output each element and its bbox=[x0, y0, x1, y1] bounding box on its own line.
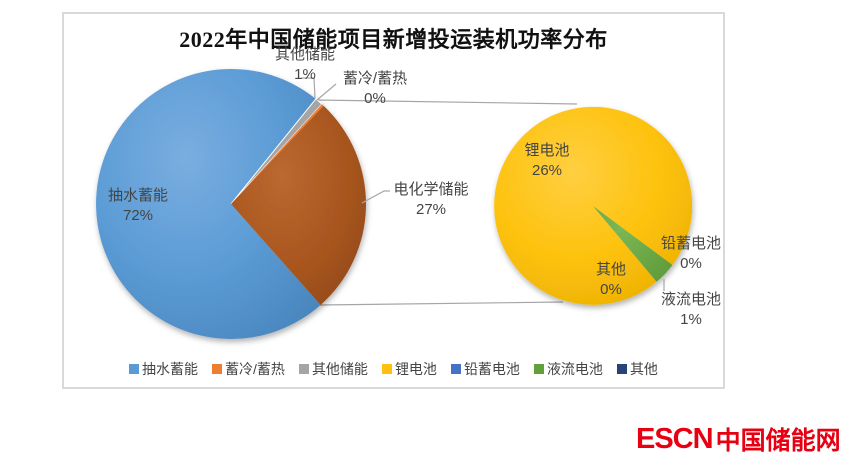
label-choushuixuneng-name: 抽水蓄能 bbox=[107, 187, 168, 204]
legend-swatch-icon bbox=[298, 364, 309, 374]
legend-label: 锂电池 bbox=[394, 361, 437, 377]
legend-swatch-icon bbox=[212, 364, 223, 374]
label-xulengxure-name: 蓄冷/蓄热 bbox=[342, 70, 408, 87]
slice-lidianchi bbox=[494, 106, 693, 305]
slice-qitachuneng bbox=[230, 98, 323, 205]
label-qitachuneng-pct: 1% bbox=[294, 66, 316, 83]
slice-dianhuaxuechuneng bbox=[231, 105, 366, 305]
label-qitachuneng: 其他储能 1% bbox=[263, 45, 347, 85]
legend-swatch-icon bbox=[533, 364, 544, 374]
slice-yeliudianchi bbox=[593, 206, 673, 282]
leader-line-xuleng bbox=[316, 83, 337, 101]
label-xulengxure-pct: 0% bbox=[364, 90, 386, 107]
label-qita-name: 其他 bbox=[595, 261, 626, 278]
escn-logo: ESCN 中国储能网 bbox=[636, 421, 841, 457]
label-qianxudianchi-name: 铅蓄电池 bbox=[660, 235, 721, 252]
series-lines bbox=[315, 99, 578, 306]
label-lidianchi-pct: 26% bbox=[531, 162, 563, 179]
label-dianhuaxuechuneng: 电化学储能 27% bbox=[389, 180, 473, 220]
main-pie bbox=[96, 68, 366, 339]
leader-line-qitachuneng bbox=[301, 77, 316, 99]
legend-label: 铅蓄电池 bbox=[463, 361, 520, 377]
secondary-pie bbox=[494, 106, 693, 305]
label-qitachuneng-name: 其他储能 bbox=[274, 46, 335, 63]
label-yeliudianchi-name: 液流电池 bbox=[660, 291, 721, 308]
label-xulengxure: 蓄冷/蓄热 0% bbox=[333, 69, 417, 109]
legend-swatch-icon bbox=[450, 364, 461, 374]
label-yeliudianchi: 液流电池 1% bbox=[649, 290, 733, 330]
legend-label: 液流电池 bbox=[546, 361, 603, 377]
legend-item-qita: 其他 bbox=[616, 359, 658, 379]
escn-logo-cjk: 中国储能网 bbox=[715, 427, 841, 455]
legend-swatch-icon bbox=[129, 364, 140, 374]
label-yeliudianchi-pct: 1% bbox=[680, 311, 702, 328]
label-dianhuaxuechuneng-name: 电化学储能 bbox=[393, 181, 469, 198]
series-line-bottom bbox=[319, 301, 564, 306]
label-dianhuaxuechuneng-pct: 27% bbox=[415, 201, 447, 218]
leader-lines bbox=[301, 77, 665, 291]
legend-item-qianxudianchi: 铅蓄电池 bbox=[450, 359, 520, 379]
legend-swatch-icon bbox=[381, 364, 392, 374]
slice-choushuixuneng bbox=[96, 68, 321, 339]
label-qita-pct: 0% bbox=[600, 281, 622, 298]
label-choushuixuneng: 抽水蓄能 72% bbox=[96, 186, 180, 226]
label-choushuixuneng-pct: 72% bbox=[122, 207, 154, 224]
label-qita: 其他 0% bbox=[569, 260, 653, 300]
legend-label: 蓄冷/蓄热 bbox=[225, 361, 285, 377]
label-lidianchi: 锂电池 26% bbox=[505, 141, 589, 181]
leader-line-dianhuaxue bbox=[361, 190, 390, 204]
legend-label: 其他 bbox=[629, 361, 658, 377]
series-line-top bbox=[315, 99, 578, 105]
chart-title: 2022年中国储能项目新增投运装机功率分布 bbox=[179, 27, 608, 52]
label-qianxudianchi-pct: 0% bbox=[680, 255, 702, 272]
legend-label: 其他储能 bbox=[311, 361, 368, 377]
legend-item-yeliudianchi: 液流电池 bbox=[533, 359, 603, 379]
label-lidianchi-name: 锂电池 bbox=[524, 142, 570, 159]
chart-legend: 抽水蓄能 蓄冷/蓄热 其他储能 锂电池 铅蓄电池 液流电池 其他 bbox=[64, 358, 723, 380]
legend-item-xulengxure: 蓄冷/蓄热 bbox=[212, 359, 285, 379]
legend-item-qitachuneng: 其他储能 bbox=[298, 359, 368, 379]
slice-xulengxure bbox=[231, 104, 324, 204]
legend-item-choushuixuneng: 抽水蓄能 bbox=[129, 359, 198, 379]
label-qianxudianchi: 铅蓄电池 0% bbox=[649, 234, 733, 274]
legend-label: 抽水蓄能 bbox=[142, 361, 199, 377]
legend-swatch-icon bbox=[616, 364, 627, 374]
legend-item-lidianchi: 锂电池 bbox=[381, 359, 437, 379]
escn-logo-latin: ESCN bbox=[636, 422, 714, 455]
